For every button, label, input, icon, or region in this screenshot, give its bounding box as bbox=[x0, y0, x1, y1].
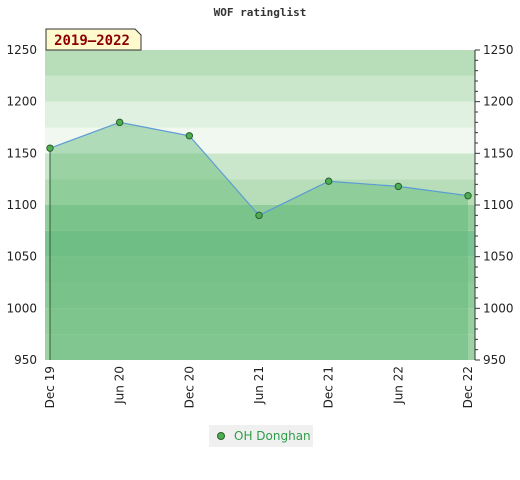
background-band bbox=[45, 179, 475, 205]
data-point bbox=[115, 118, 124, 127]
y-tick-label-left: 1150 bbox=[6, 146, 37, 160]
data-point bbox=[46, 144, 54, 152]
legend-marker-icon bbox=[217, 432, 225, 440]
background-band bbox=[45, 308, 475, 335]
x-tick-label: Dec 21 bbox=[322, 366, 336, 408]
background-band bbox=[45, 101, 475, 128]
period-badge-box bbox=[45, 28, 142, 51]
background-band bbox=[45, 334, 475, 360]
data-point bbox=[394, 182, 403, 191]
y-tick-label-right: 1050 bbox=[483, 250, 514, 264]
y-tick-label-right: 1200 bbox=[483, 95, 514, 109]
period-badge: 2019–2022 bbox=[45, 28, 142, 51]
x-tick-label: Jun 20 bbox=[113, 366, 127, 405]
background-band bbox=[45, 282, 475, 309]
x-tick-label: Jun 22 bbox=[391, 366, 405, 405]
y-tick-label-right: 1150 bbox=[483, 146, 514, 160]
legend-box bbox=[209, 425, 313, 447]
area-layer bbox=[50, 122, 468, 360]
x-tick-label: Jun 21 bbox=[252, 366, 266, 405]
background-band bbox=[45, 127, 475, 154]
data-point bbox=[324, 177, 333, 185]
series-area bbox=[50, 122, 468, 360]
y-tick-label-left: 1250 bbox=[6, 43, 37, 57]
y-tick-label-right: 1250 bbox=[483, 43, 514, 57]
background-bands bbox=[45, 50, 475, 360]
period-badge-label: 2019–2022 bbox=[54, 33, 130, 49]
y-tick-label-right: 1000 bbox=[483, 301, 514, 315]
y-tick-label-right: 1100 bbox=[483, 198, 514, 212]
axes: 950 950 1000 1000 1050 1050 1100 1100 1150 1150 12… bbox=[6, 43, 513, 367]
x-tick-label: Dec 20 bbox=[182, 366, 196, 408]
y-tick-label-left: 1000 bbox=[6, 301, 37, 315]
x-tick-label: Dec 19 bbox=[43, 366, 57, 408]
data-point bbox=[255, 211, 263, 220]
background-band bbox=[45, 50, 475, 76]
background-band bbox=[45, 153, 475, 180]
data-point bbox=[185, 132, 194, 140]
background-band bbox=[45, 230, 475, 257]
background-band bbox=[45, 256, 475, 283]
data-point bbox=[464, 192, 472, 200]
legend[interactable]: OH Donghan bbox=[209, 425, 313, 447]
y-tick-label-left: 1050 bbox=[6, 250, 37, 264]
legend-label: OH Donghan bbox=[234, 429, 311, 443]
chart-title: WOF ratinglist bbox=[214, 6, 307, 19]
y-tick-label-left: 1100 bbox=[6, 198, 37, 212]
background-band bbox=[45, 75, 475, 102]
y-tick-label-left: 1200 bbox=[6, 95, 37, 109]
x-tick-label: Dec 22 bbox=[461, 366, 475, 408]
y-tick-label-right: 950 bbox=[483, 353, 506, 367]
data-points bbox=[46, 118, 472, 220]
x-tick-labels: Dec 19 Jun 20 Dec 20 Jun 21 Dec 21 Jun 22 Dec … bbox=[43, 366, 475, 408]
y-tick-label-left: 950 bbox=[14, 353, 37, 367]
